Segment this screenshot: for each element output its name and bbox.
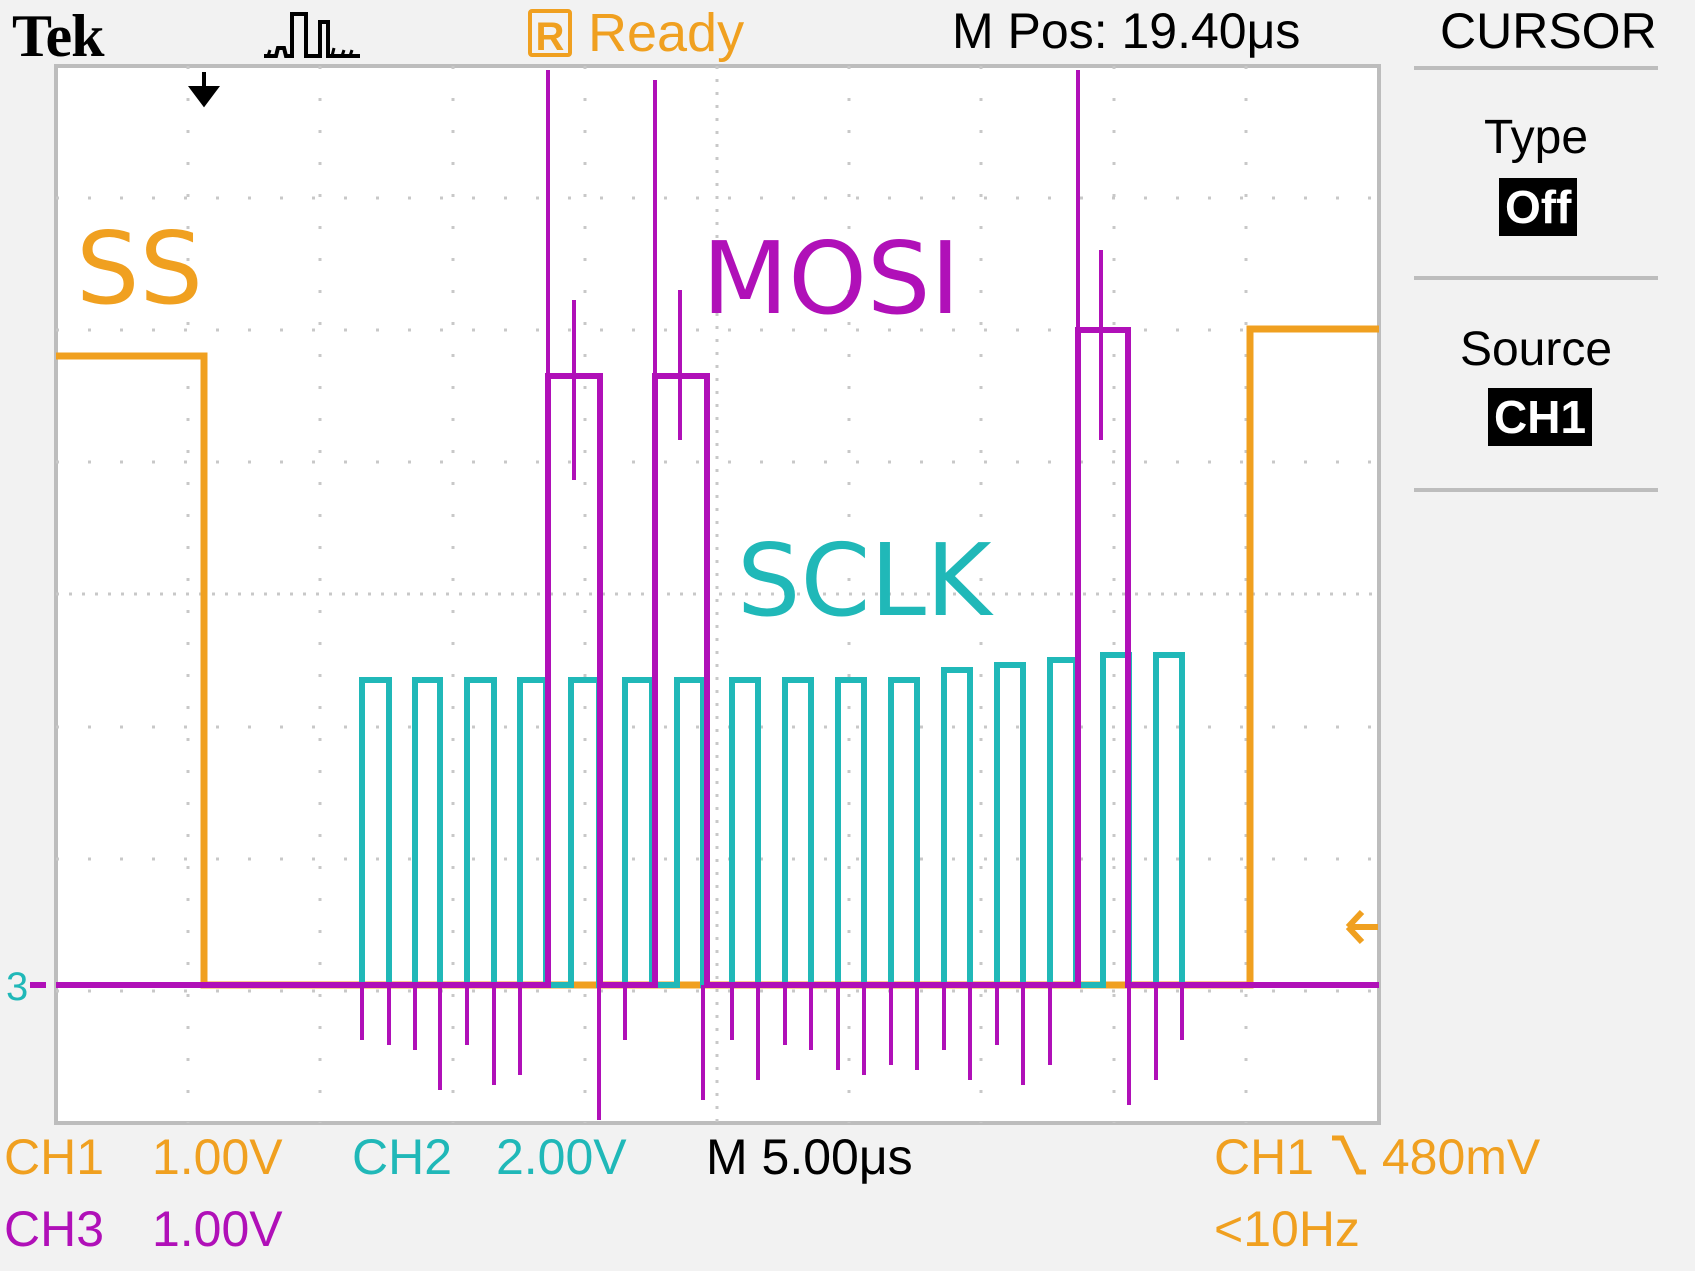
menu-divider xyxy=(1414,488,1658,492)
trigger-readout: CH1 480mV xyxy=(1214,1128,1540,1186)
brand-logo: Tek xyxy=(12,3,105,69)
mosi-label: MOSI xyxy=(702,220,960,337)
ch3-name: CH3 xyxy=(4,1201,105,1257)
menu-divider xyxy=(1414,276,1658,280)
ch2-name: CH2 xyxy=(352,1129,453,1185)
trigger-source: CH1 xyxy=(1214,1129,1315,1185)
ground-reference-marker: 3 xyxy=(6,965,28,1009)
ch1-readout: CH1 1.00V xyxy=(4,1128,283,1186)
ch3-readout: CH3 1.00V xyxy=(4,1200,283,1258)
menu-type-label[interactable]: Type xyxy=(1483,111,1589,164)
menu-title: CURSOR xyxy=(1440,3,1657,59)
ch3-scale: 1.00V xyxy=(151,1201,283,1257)
menu-source-value[interactable]: CH1 xyxy=(1488,388,1593,446)
timebase-readout: M 5.00μs xyxy=(706,1129,913,1185)
menu-type-value[interactable]: Off xyxy=(1499,178,1578,236)
trigger-frequency: <10Hz xyxy=(1214,1201,1360,1257)
ch2-scale: 2.00V xyxy=(495,1129,627,1185)
horizontal-position: M Pos: 19.40μs xyxy=(952,3,1301,59)
trigger-position-marker xyxy=(188,72,220,108)
trigger-level-marker xyxy=(1345,909,1378,945)
trigger-waveform-icon xyxy=(264,12,360,58)
ready-icon: R xyxy=(528,9,572,59)
acquisition-state: R Ready xyxy=(528,2,744,64)
menu-source-label[interactable]: Source xyxy=(1459,323,1613,376)
ch2-readout: CH2 2.00V xyxy=(352,1128,627,1186)
trigger-level: 480mV xyxy=(1381,1129,1541,1185)
ch1-scale: 1.00V xyxy=(151,1129,283,1185)
ch1-name: CH1 xyxy=(4,1129,105,1185)
sclk-label: SCLK xyxy=(737,522,992,639)
ss-label: SS xyxy=(76,210,203,327)
falling-edge-icon xyxy=(1331,1135,1366,1175)
ch3-mosi-spikes xyxy=(360,70,1184,1120)
menu-divider xyxy=(1414,66,1658,70)
state-text: Ready xyxy=(588,3,745,63)
